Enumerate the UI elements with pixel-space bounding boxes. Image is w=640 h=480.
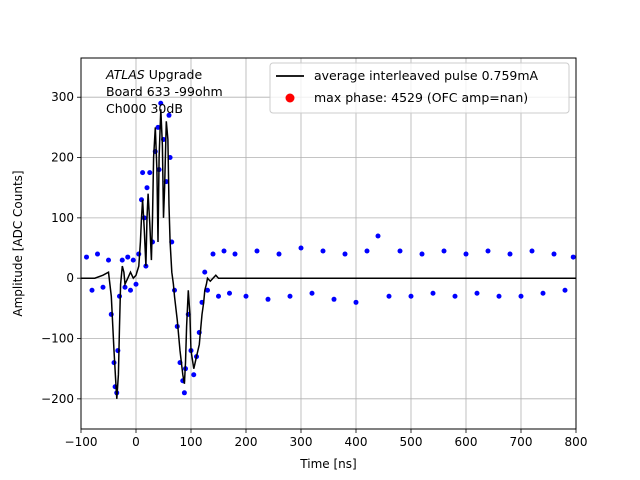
scatter-point [570,254,576,260]
annotation-line-2: Board 633 -99ohm [106,84,223,99]
scatter-point [122,284,128,290]
annotation-block: ATLAS Upgrade Board 633 -99ohm Ch000 30d… [105,67,223,116]
x-tick-label: 400 [345,435,368,449]
scatter-point [562,287,568,293]
y-tick-label: 0 [66,271,74,285]
scatter-point [95,251,100,257]
line-series-0 [81,109,576,399]
annotation-upgrade: Upgrade [145,67,203,82]
scatter-point [202,269,208,275]
x-tick-label: 500 [400,435,423,449]
scatter-point [133,281,139,287]
scatter-point [287,293,293,299]
legend-entry-average-pulse: average interleaved pulse 0.759mA [314,68,539,83]
scatter-point [166,112,172,118]
x-axis-label: Time [ns] [299,457,356,471]
annotation-line-1: ATLAS Upgrade [105,67,202,82]
scatter-point [276,251,282,257]
scatter-point [419,251,425,257]
scatter-point [386,293,392,299]
scatter-point [125,254,131,260]
y-axis-label: Amplitude [ADC Counts] [11,170,25,316]
scatter-point [181,390,187,396]
scatter-point [205,287,210,293]
scatter-point [128,287,133,293]
annotation-atlas: ATLAS [105,67,145,82]
scatter-point [210,251,216,257]
scatter-point [331,296,337,302]
scatter-point [191,372,197,378]
scatter-point [227,290,232,296]
x-tick-label: 100 [180,435,203,449]
scatter-point [320,248,326,254]
scatter-point [342,251,348,257]
scatter-point [408,293,414,299]
legend: average interleaved pulse 0.759mA max ph… [269,62,570,114]
y-tick-label: 300 [51,90,74,104]
scatter-point [130,257,136,263]
scatter-point [158,100,164,106]
scatter-point [100,284,106,290]
legend-entry-max-phase: max phase: 4529 (OFC amp=nan) [314,90,528,105]
annotation-line-3: Ch000 30dB [106,101,183,116]
scatter-point [452,293,458,299]
x-tick-label: 700 [510,435,533,449]
scatter-point [221,248,227,254]
scatter-point [155,124,161,130]
scatter-point [375,233,381,239]
data-layer [81,100,576,399]
y-tick-label: −100 [41,332,74,346]
scatter-point [298,245,304,251]
plot-clipped [81,100,576,399]
x-tick-label: 0 [132,435,140,449]
x-tick-label: −100 [65,435,98,449]
scatter-point [309,290,315,296]
scatter-point [540,290,546,296]
scatter-point [430,290,436,296]
scatter-point [265,296,271,302]
plot-frame [80,57,577,430]
scatter-point [232,251,238,257]
scatter-point [353,299,359,305]
y-tick-label: 200 [51,151,74,165]
scatter-point [496,293,502,299]
scatter-point [243,293,249,299]
scatter-point [441,248,447,254]
scatter-point [485,248,491,254]
tick-layer: −100 0 100 200 300 400 500 600 700 800 −200 −100 0 10… [41,90,587,449]
scatter-point [507,251,513,257]
scatter-point [254,248,260,254]
scatter-point [529,248,535,254]
scatter-point [474,290,480,296]
scatter-point [397,248,403,254]
x-tick-label: 600 [455,435,478,449]
y-tick-label: −200 [41,392,74,406]
scatter-point [463,251,469,257]
scatter-point [147,170,153,176]
scatter-point [84,254,89,260]
scatter-point [144,185,150,191]
scatter-point [140,170,146,176]
scatter-point [106,257,111,263]
scatter-point [518,293,524,299]
x-tick-label: 800 [565,435,588,449]
scatter-point [551,251,557,257]
scatter-point [119,257,125,263]
x-tick-label: 200 [235,435,258,449]
legend-dot-swatch [285,93,295,103]
x-tick-label: 300 [290,435,313,449]
legend-box [269,62,570,114]
scatter-point [216,293,221,299]
y-tick-label: 100 [51,211,74,225]
scatter-point [364,248,370,254]
scatter-point [89,287,95,293]
